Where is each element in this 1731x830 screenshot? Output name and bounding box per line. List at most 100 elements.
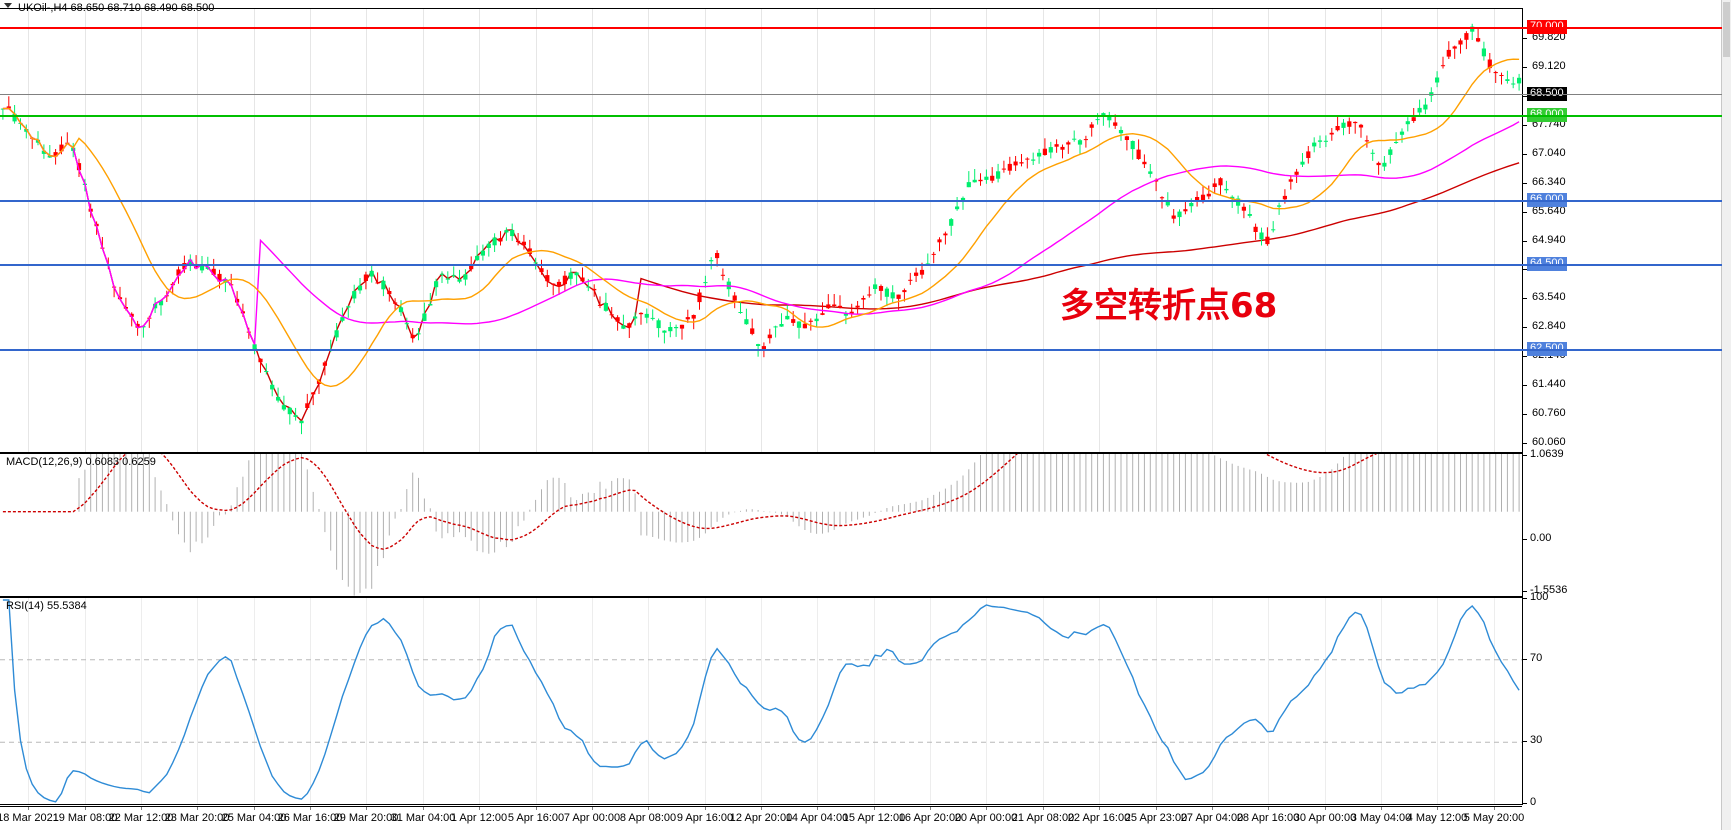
axis-tick bbox=[1523, 414, 1527, 415]
macd-tick-label: 0.00 bbox=[1530, 532, 1552, 544]
time-tick bbox=[1099, 806, 1100, 810]
axis-tick bbox=[1523, 298, 1527, 299]
time-tick-label: 21 Apr 08:00 bbox=[1011, 812, 1075, 824]
axis-tick bbox=[1523, 241, 1527, 242]
time-tick-label: 7 Apr 00:00 bbox=[563, 812, 621, 824]
time-tick bbox=[85, 806, 86, 810]
time-tick-label: 31 Mar 04:00 bbox=[390, 812, 456, 824]
time-tick-label: 5 May 20:00 bbox=[1463, 812, 1525, 824]
axis-tick bbox=[1523, 96, 1527, 97]
symbol-header: UKOil-,H4 68.650 68.710 68.490 68.500 bbox=[18, 2, 215, 14]
axis-tick bbox=[1523, 154, 1527, 155]
rsi-tick-label: 70 bbox=[1530, 652, 1543, 664]
axis-tick bbox=[1523, 67, 1527, 68]
axis-tick bbox=[1523, 269, 1527, 270]
time-tick-label: 15 Apr 12:00 bbox=[842, 812, 906, 824]
time-axis-divider bbox=[0, 806, 1522, 807]
rsi-header: RSI(14) 55.5384 bbox=[6, 600, 87, 612]
time-tick-label: 29 Mar 20:00 bbox=[333, 812, 399, 824]
time-tick-label: 16 Apr 20:00 bbox=[898, 812, 962, 824]
time-tick-label: 25 Mar 04:00 bbox=[221, 812, 287, 824]
time-tick bbox=[592, 806, 593, 810]
axis-divider bbox=[1522, 8, 1523, 805]
time-tick bbox=[1043, 806, 1044, 810]
time-tick-label: 22 Apr 16:00 bbox=[1067, 812, 1131, 824]
time-tick bbox=[986, 806, 987, 810]
time-tick-label: 25 Apr 23:00 bbox=[1124, 812, 1188, 824]
macd-series bbox=[2, 454, 1520, 596]
time-tick-label: 4 May 12:00 bbox=[1406, 812, 1468, 824]
time-tick-label: 8 Apr 08:00 bbox=[619, 812, 677, 824]
time-tick-label: 26 Mar 16:00 bbox=[277, 812, 343, 824]
axis-tick bbox=[1523, 125, 1527, 126]
time-tick bbox=[874, 806, 875, 810]
time-tick bbox=[141, 806, 142, 810]
axis-tick bbox=[1523, 356, 1527, 357]
time-tick bbox=[310, 806, 311, 810]
rsi-plot-area[interactable] bbox=[0, 598, 1722, 804]
price-tick-label: 63.540 bbox=[1532, 291, 1566, 303]
time-tick bbox=[1494, 806, 1495, 810]
price-tick-label: 69.820 bbox=[1532, 31, 1566, 43]
macd-header: MACD(12,26,9) 0.6083 0.6259 bbox=[6, 456, 156, 468]
level-line-62-500[interactable] bbox=[0, 349, 1722, 351]
time-tick-label: 28 Apr 16:00 bbox=[1236, 812, 1300, 824]
price-axis[interactable]: 69.82069.12068.50067.74067.04066.34065.6… bbox=[1523, 8, 1722, 453]
price-tick-label: 61.440 bbox=[1532, 378, 1566, 390]
price-plot-area[interactable] bbox=[0, 9, 1722, 452]
time-tick bbox=[817, 806, 818, 810]
chart-annotation: 多空转折点68 bbox=[1060, 286, 1278, 326]
time-tick bbox=[28, 806, 29, 810]
triangle-down-icon[interactable] bbox=[4, 3, 12, 8]
axis-tick bbox=[1523, 212, 1527, 213]
time-tick bbox=[761, 806, 762, 810]
macd-axis[interactable]: 1.0639 0.00 -1.5536 bbox=[1523, 449, 1722, 597]
time-tick-label: 1 Apr 12:00 bbox=[450, 812, 508, 824]
level-line-70-000[interactable] bbox=[0, 27, 1722, 29]
level-line-68-500[interactable] bbox=[0, 94, 1722, 95]
price-tick-label: 67.740 bbox=[1532, 118, 1566, 130]
time-tick-label: 3 May 04:00 bbox=[1350, 812, 1412, 824]
level-line-64-500[interactable] bbox=[0, 264, 1722, 266]
time-tick-label: 12 Apr 20:00 bbox=[729, 812, 793, 824]
price-tick-label: 64.940 bbox=[1532, 234, 1566, 246]
level-line-66-000[interactable] bbox=[0, 200, 1722, 202]
scrollbar-thumb[interactable] bbox=[1723, 2, 1730, 57]
rsi-axis[interactable]: 100 70 30 0 bbox=[1523, 592, 1722, 808]
axis-tick bbox=[1523, 455, 1527, 456]
axis-tick bbox=[1523, 327, 1527, 328]
time-tick-label: 20 Apr 00:00 bbox=[954, 812, 1018, 824]
time-axis[interactable]: 18 Mar 2021 19 Mar 08:00 22 Mar 12:00 23 Ma… bbox=[0, 806, 1731, 830]
time-tick bbox=[536, 806, 537, 810]
macd-tick-label: -1.5536 bbox=[1530, 584, 1568, 596]
time-tick bbox=[1325, 806, 1326, 810]
rsi-tick-label: 100 bbox=[1530, 591, 1549, 603]
price-pane[interactable] bbox=[0, 8, 1722, 453]
rsi-tick-label: 0 bbox=[1530, 796, 1537, 808]
axis-tick bbox=[1523, 539, 1527, 540]
macd-pane[interactable] bbox=[0, 453, 1722, 597]
time-tick bbox=[366, 806, 367, 810]
vertical-scrollbar[interactable] bbox=[1721, 0, 1731, 830]
time-tick bbox=[705, 806, 706, 810]
price-tick-label: 65.640 bbox=[1532, 205, 1566, 217]
axis-tick bbox=[1523, 803, 1527, 804]
level-line-68-000[interactable] bbox=[0, 115, 1722, 117]
time-tick bbox=[1381, 806, 1382, 810]
rsi-pane[interactable] bbox=[0, 597, 1722, 805]
time-tick bbox=[930, 806, 931, 810]
price-tick-label: 60.760 bbox=[1532, 407, 1566, 419]
macd-plot-area[interactable] bbox=[0, 454, 1722, 596]
time-tick bbox=[1212, 806, 1213, 810]
time-tick bbox=[648, 806, 649, 810]
time-tick-label: 9 Apr 16:00 bbox=[676, 812, 734, 824]
time-tick-label: 30 Apr 00:00 bbox=[1293, 812, 1357, 824]
time-tick bbox=[1156, 806, 1157, 810]
axis-tick bbox=[1523, 183, 1527, 184]
time-tick-label: 14 Apr 04:00 bbox=[785, 812, 849, 824]
price-tick-label: 62.840 bbox=[1532, 320, 1566, 332]
time-tick-label: 23 Mar 20:00 bbox=[164, 812, 230, 824]
axis-tick bbox=[1523, 659, 1527, 660]
axis-tick bbox=[1523, 741, 1527, 742]
